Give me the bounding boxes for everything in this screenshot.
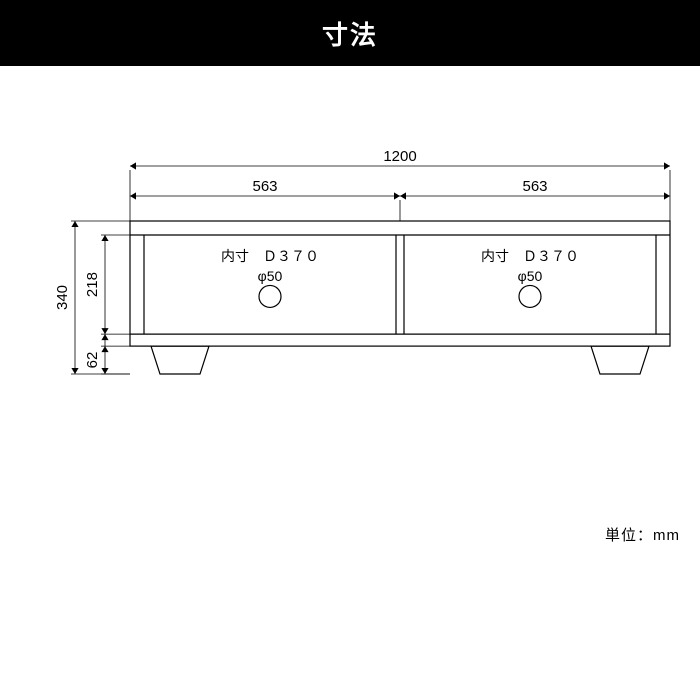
svg-text:φ50: φ50 [258,268,283,284]
svg-text:340: 340 [54,285,71,310]
unit-note: 単位：mm [605,524,680,545]
svg-text:563: 563 [252,178,277,195]
svg-text:φ50: φ50 [518,268,543,284]
svg-text:563: 563 [522,178,547,195]
drawing-area: 内寸 Ｄ３７０ φ50 内寸 Ｄ３７０ φ50 1200 563 563 340 218 62 単… [0,66,700,700]
svg-text:内寸 Ｄ３７０: 内寸 Ｄ３７０ [221,248,319,264]
header-title: 寸法 [322,15,378,52]
svg-text:1200: 1200 [383,148,416,165]
technical-drawing-svg: 内寸 Ｄ３７０ φ50 内寸 Ｄ３７０ φ50 1200 563 563 340 218 62 [0,66,700,566]
svg-text:218: 218 [84,272,101,297]
svg-text:62: 62 [84,352,101,369]
header-bar: 寸法 [0,0,700,66]
svg-text:内寸 Ｄ３７０: 内寸 Ｄ３７０ [481,248,579,264]
